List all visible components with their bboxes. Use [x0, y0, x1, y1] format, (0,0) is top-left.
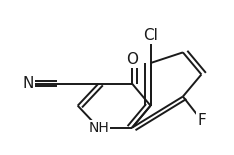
Text: F: F: [197, 113, 206, 128]
Text: O: O: [126, 52, 138, 67]
Text: NH: NH: [88, 121, 109, 135]
Text: Cl: Cl: [143, 28, 158, 43]
Text: N: N: [22, 76, 34, 91]
